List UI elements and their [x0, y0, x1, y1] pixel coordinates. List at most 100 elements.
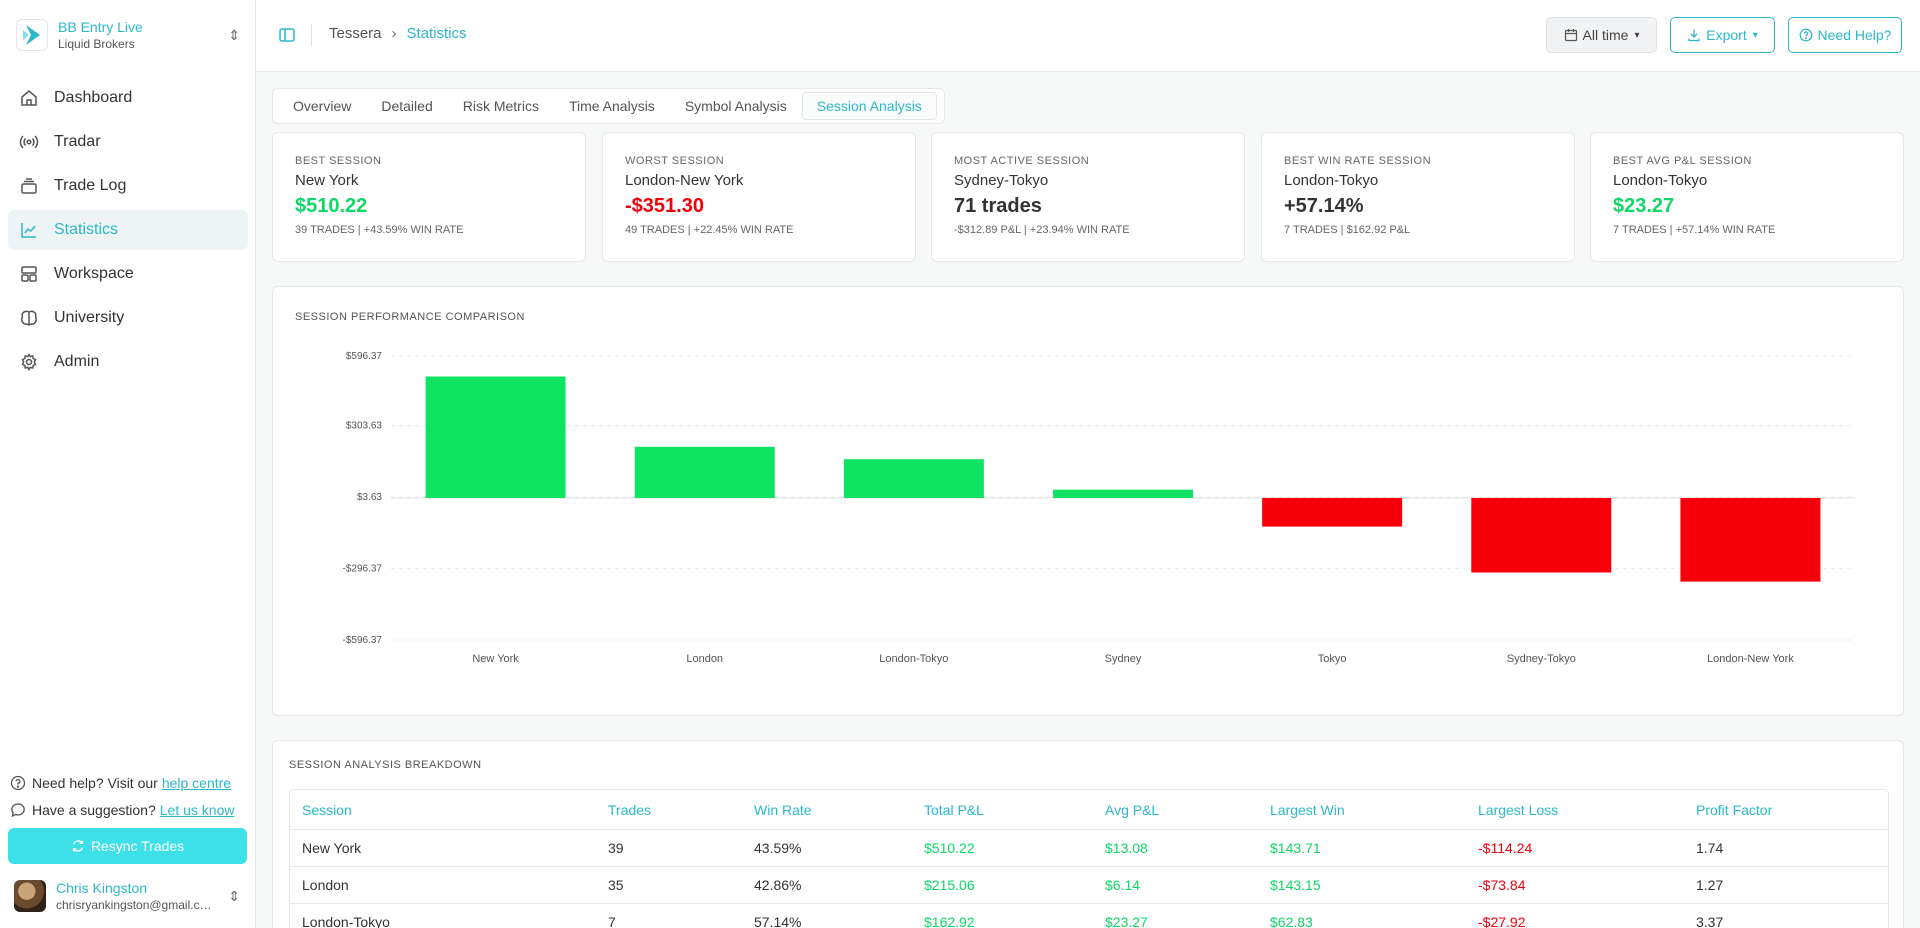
cell-total-pnl: $162.92 — [912, 904, 1093, 928]
tab-symbol-analysis[interactable]: Symbol Analysis — [684, 98, 787, 114]
tab-risk-metrics[interactable]: Risk Metrics — [462, 98, 539, 114]
sidebar-item-label: Dashboard — [54, 89, 133, 106]
user-email: chrisryankingston@gmail.com — [56, 898, 212, 912]
card-value: $510.22 — [295, 195, 368, 217]
suggestion-link[interactable]: Let us know — [159, 802, 235, 818]
sidebar-item-label: Tradar — [54, 133, 101, 150]
column-header-profit-factor[interactable]: Profit Factor — [1684, 790, 1888, 830]
breadcrumb-tessera[interactable]: Tessera — [329, 25, 382, 42]
table-row[interactable]: New York 39 43.59% $510.22 $13.08 $143.7… — [290, 830, 1888, 867]
session-breakdown-table: Session Trades Win Rate Total P&L Avg P&… — [289, 789, 1889, 928]
y-tick-label: -$296.37 — [343, 564, 383, 575]
question-circle-icon — [1799, 28, 1812, 42]
chart-title: Session Performance Comparison — [295, 311, 525, 323]
column-header-avg-pnl[interactable]: Avg P&L — [1093, 790, 1258, 830]
user-menu[interactable]: Chris Kingston chrisryankingston@gmail.c… — [14, 878, 240, 914]
sidebar-item-label: Admin — [54, 353, 100, 370]
account-logo — [16, 19, 48, 51]
y-tick-label: $303.63 — [346, 421, 383, 432]
column-header-largest-win[interactable]: Largest Win — [1258, 790, 1466, 830]
sidebar-item-statistics[interactable]: Statistics — [8, 210, 248, 250]
column-header-total-pnl[interactable]: Total P&L — [912, 790, 1093, 830]
cell-largest-loss: -$27.92 — [1466, 904, 1684, 928]
cell-session: New York — [290, 830, 596, 867]
card-session-name: New York — [295, 172, 359, 189]
stat-card-best-session: Best Session New York $510.22 39 trades … — [272, 132, 586, 262]
cell-win-rate: 42.86% — [742, 867, 912, 904]
cell-avg-pnl: $23.27 — [1093, 904, 1258, 928]
help-centre-link[interactable]: help centre — [161, 775, 232, 791]
resync-trades-button[interactable]: Resync Trades — [8, 828, 247, 864]
card-label: Best Avg P&L Session — [1613, 155, 1752, 167]
cell-avg-pnl: $13.08 — [1093, 830, 1258, 867]
session-breakdown-panel: Session Analysis Breakdown Session Trade… — [272, 740, 1904, 928]
column-header-win-rate[interactable]: Win Rate — [742, 790, 912, 830]
column-header-session[interactable]: Session — [290, 790, 596, 830]
export-button[interactable]: Export ▾ — [1670, 17, 1775, 53]
sidebar-item-label: University — [54, 309, 125, 326]
calendar-icon — [1564, 29, 1577, 42]
cell-trades: 35 — [596, 867, 742, 904]
card-subtext: 49 trades | +22.45% win rate — [625, 224, 794, 236]
top-header: Tessera › Statistics All time ▾ Export ▾… — [256, 0, 1920, 72]
table-row[interactable]: London-Tokyo 7 57.14% $162.92 $23.27 $62… — [290, 904, 1888, 928]
card-value: -$351.30 — [625, 195, 704, 217]
card-label: Best Session — [295, 155, 382, 167]
chevron-updown-icon: ⇕ — [228, 26, 240, 43]
table-header-row: Session Trades Win Rate Total P&L Avg P&… — [290, 790, 1888, 830]
tab-session-analysis[interactable]: Session Analysis — [801, 92, 937, 120]
need-help-button[interactable]: Need Help? — [1788, 17, 1902, 53]
sidebar-item-dashboard[interactable]: Dashboard — [8, 78, 248, 118]
session-performance-chart: $596.37 $303.63 $3.63 -$296.37 -$596.37 New Y… — [343, 351, 1855, 665]
y-tick-label: $3.63 — [357, 492, 382, 503]
card-value: 71 trades — [954, 195, 1042, 217]
chevron-down-icon: ▾ — [1752, 29, 1758, 41]
bar-london[interactable] — [634, 446, 775, 498]
column-header-largest-loss[interactable]: Largest Loss — [1466, 790, 1684, 830]
sidebar-toggle-icon[interactable] — [278, 26, 296, 44]
card-subtext: -$312.89 P&L | +23.94% win rate — [954, 224, 1130, 236]
x-tick-label: London — [686, 653, 723, 665]
sidebar-item-trade-log[interactable]: Trade Log — [8, 166, 248, 206]
tab-overview[interactable]: Overview — [293, 98, 352, 114]
chat-bubble-icon — [11, 803, 25, 818]
bar-sydney[interactable] — [1053, 489, 1193, 498]
chevron-right-icon: › — [391, 25, 397, 42]
card-session-name: London-Tokyo — [1284, 172, 1379, 189]
chart-line-icon — [18, 219, 40, 241]
stack-icon — [18, 175, 40, 197]
radar-icon — [18, 131, 40, 153]
column-header-trades[interactable]: Trades — [596, 790, 742, 830]
sidebar-item-tradar[interactable]: Tradar — [8, 122, 248, 162]
card-label: Worst Session — [625, 155, 725, 167]
bar-london-tokyo[interactable] — [843, 459, 984, 498]
stat-card-worst-session: Worst Session London-New York -$351.30 4… — [602, 132, 916, 262]
bar-sydney-tokyo[interactable] — [1471, 498, 1612, 573]
sidebar-item-workspace[interactable]: Workspace — [8, 254, 248, 294]
tab-detailed[interactable]: Detailed — [381, 98, 433, 114]
bar-new-york[interactable] — [425, 376, 566, 498]
stat-card-best-win-rate-session: Best Win Rate Session London-Tokyo +57.1… — [1261, 132, 1575, 262]
card-label: Most Active Session — [954, 155, 1090, 167]
breadcrumb: Tessera › Statistics — [329, 25, 467, 42]
card-value: +57.14% — [1284, 195, 1364, 217]
help-centre-line: Need help? Visit our help centre — [10, 775, 231, 791]
sidebar-item-admin[interactable]: Admin — [8, 342, 248, 382]
session-performance-chart-panel: $596.37 $303.63 $3.63 -$296.37 -$596.37 New Y… — [272, 286, 1904, 716]
question-circle-icon — [10, 775, 26, 791]
x-tick-label: Sydney — [1105, 653, 1142, 665]
account-switcher[interactable]: BB Entry Live Liquid Brokers ⇕ — [16, 16, 240, 54]
table-row[interactable]: London 35 42.86% $215.06 $6.14 $143.15 -… — [290, 867, 1888, 904]
table-title: Session Analysis Breakdown — [289, 759, 482, 771]
brain-icon — [18, 307, 40, 329]
card-session-name: London-New York — [625, 172, 744, 189]
stat-card-best-avg-pnl-session: Best Avg P&L Session London-Tokyo $23.27… — [1590, 132, 1904, 262]
sidebar-item-university[interactable]: University — [8, 298, 248, 338]
header-divider — [311, 24, 312, 46]
bar-london-new-york[interactable] — [1680, 498, 1821, 582]
stat-card-most-active-session: Most Active Session Sydney-Tokyo 71 trad… — [931, 132, 1245, 262]
time-filter-dropdown[interactable]: All time ▾ — [1546, 17, 1657, 53]
bar-tokyo[interactable] — [1262, 498, 1403, 527]
tab-time-analysis[interactable]: Time Analysis — [568, 98, 655, 114]
cell-session: London-Tokyo — [290, 904, 596, 928]
